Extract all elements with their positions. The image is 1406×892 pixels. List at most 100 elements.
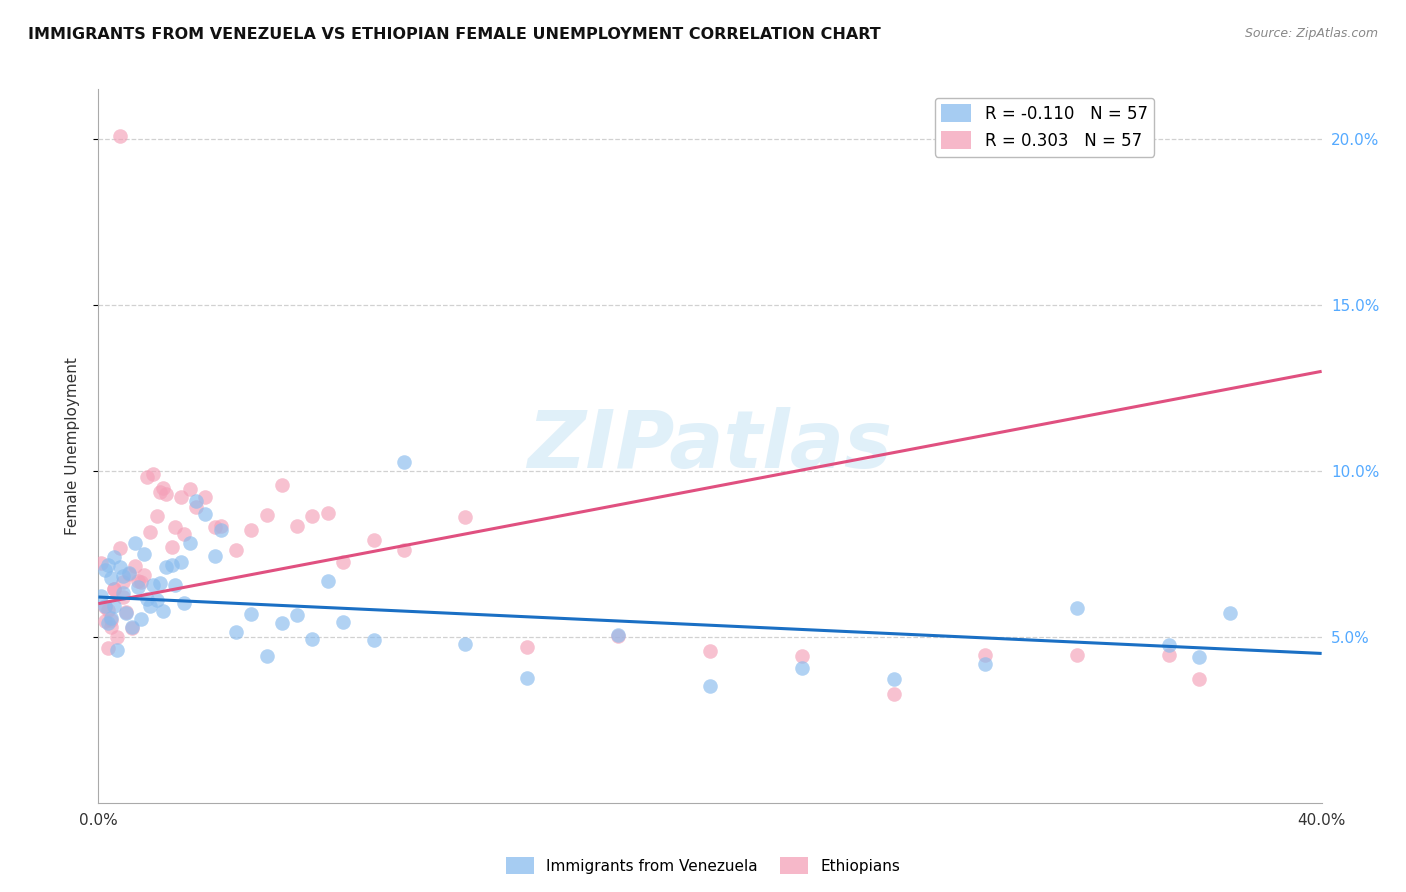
Point bbox=[170, 555, 193, 569]
Point bbox=[699, 679, 721, 693]
Point bbox=[90, 556, 112, 570]
Point bbox=[108, 559, 131, 574]
Point bbox=[111, 591, 134, 605]
Point bbox=[97, 603, 120, 617]
Point bbox=[194, 507, 217, 521]
Y-axis label: Female Unemployment: Female Unemployment bbox=[65, 357, 80, 535]
Point bbox=[111, 586, 134, 600]
Point bbox=[179, 482, 201, 496]
Point bbox=[136, 592, 159, 607]
Point bbox=[392, 543, 416, 558]
Point bbox=[152, 604, 174, 618]
Point bbox=[240, 607, 263, 622]
Point bbox=[103, 599, 125, 613]
Point bbox=[392, 455, 416, 469]
Point bbox=[204, 549, 226, 563]
Point bbox=[93, 599, 115, 613]
Point bbox=[115, 606, 138, 620]
Point bbox=[974, 648, 997, 663]
Point bbox=[225, 624, 247, 639]
Point bbox=[270, 478, 292, 492]
Point bbox=[124, 559, 146, 574]
Legend: R = -0.110   N = 57, R = 0.303   N = 57: R = -0.110 N = 57, R = 0.303 N = 57 bbox=[935, 97, 1154, 156]
Point bbox=[204, 520, 226, 534]
Point bbox=[93, 562, 115, 576]
Point bbox=[97, 615, 120, 630]
Point bbox=[363, 633, 385, 648]
Point bbox=[1188, 649, 1211, 664]
Point bbox=[105, 631, 128, 645]
Text: Source: ZipAtlas.com: Source: ZipAtlas.com bbox=[1244, 27, 1378, 40]
Point bbox=[1157, 648, 1180, 663]
Point bbox=[173, 527, 195, 541]
Point bbox=[139, 524, 162, 539]
Point bbox=[301, 508, 323, 523]
Point bbox=[699, 644, 721, 658]
Point bbox=[1188, 672, 1211, 686]
Point bbox=[111, 575, 134, 590]
Point bbox=[145, 593, 167, 607]
Point bbox=[1066, 648, 1088, 662]
Point bbox=[129, 575, 152, 590]
Point bbox=[301, 632, 323, 646]
Point bbox=[974, 657, 997, 671]
Point bbox=[225, 542, 247, 557]
Point bbox=[90, 589, 112, 603]
Point bbox=[127, 574, 149, 588]
Point bbox=[270, 615, 292, 630]
Point bbox=[118, 566, 141, 581]
Point bbox=[186, 493, 208, 508]
Point bbox=[790, 661, 813, 675]
Point bbox=[142, 467, 165, 482]
Point bbox=[332, 615, 354, 630]
Point bbox=[285, 608, 308, 623]
Point bbox=[194, 490, 217, 504]
Point bbox=[129, 612, 152, 626]
Point bbox=[209, 523, 232, 537]
Point bbox=[103, 582, 125, 596]
Point bbox=[152, 481, 174, 495]
Point bbox=[516, 671, 538, 685]
Point bbox=[127, 580, 149, 594]
Point bbox=[240, 523, 263, 537]
Point bbox=[124, 535, 146, 549]
Point bbox=[155, 486, 177, 500]
Point bbox=[103, 582, 125, 597]
Point bbox=[149, 576, 172, 591]
Text: IMMIGRANTS FROM VENEZUELA VS ETHIOPIAN FEMALE UNEMPLOYMENT CORRELATION CHART: IMMIGRANTS FROM VENEZUELA VS ETHIOPIAN F… bbox=[28, 27, 882, 42]
Point bbox=[173, 596, 195, 610]
Point bbox=[170, 490, 193, 504]
Point bbox=[1157, 638, 1180, 652]
Point bbox=[108, 541, 131, 555]
Point bbox=[100, 571, 122, 585]
Point bbox=[97, 558, 120, 572]
Point bbox=[363, 533, 385, 548]
Point bbox=[134, 547, 156, 561]
Point bbox=[285, 518, 308, 533]
Point bbox=[186, 500, 208, 514]
Point bbox=[155, 560, 177, 574]
Point bbox=[93, 599, 115, 614]
Point bbox=[516, 640, 538, 654]
Point bbox=[142, 577, 165, 591]
Point bbox=[607, 628, 630, 642]
Point bbox=[332, 555, 354, 569]
Point bbox=[103, 549, 125, 564]
Point bbox=[149, 485, 172, 500]
Point bbox=[93, 614, 115, 628]
Point bbox=[454, 510, 477, 524]
Point bbox=[1219, 607, 1241, 621]
Point bbox=[790, 649, 813, 664]
Point bbox=[97, 640, 120, 655]
Point bbox=[145, 509, 167, 524]
Point bbox=[139, 599, 162, 613]
Text: ZIPatlas: ZIPatlas bbox=[527, 407, 893, 485]
Point bbox=[163, 578, 186, 592]
Point bbox=[256, 508, 278, 523]
Point bbox=[160, 541, 183, 555]
Point bbox=[454, 637, 477, 651]
Point bbox=[118, 566, 141, 580]
Point bbox=[316, 506, 339, 520]
Point bbox=[100, 619, 122, 633]
Point bbox=[105, 642, 128, 657]
